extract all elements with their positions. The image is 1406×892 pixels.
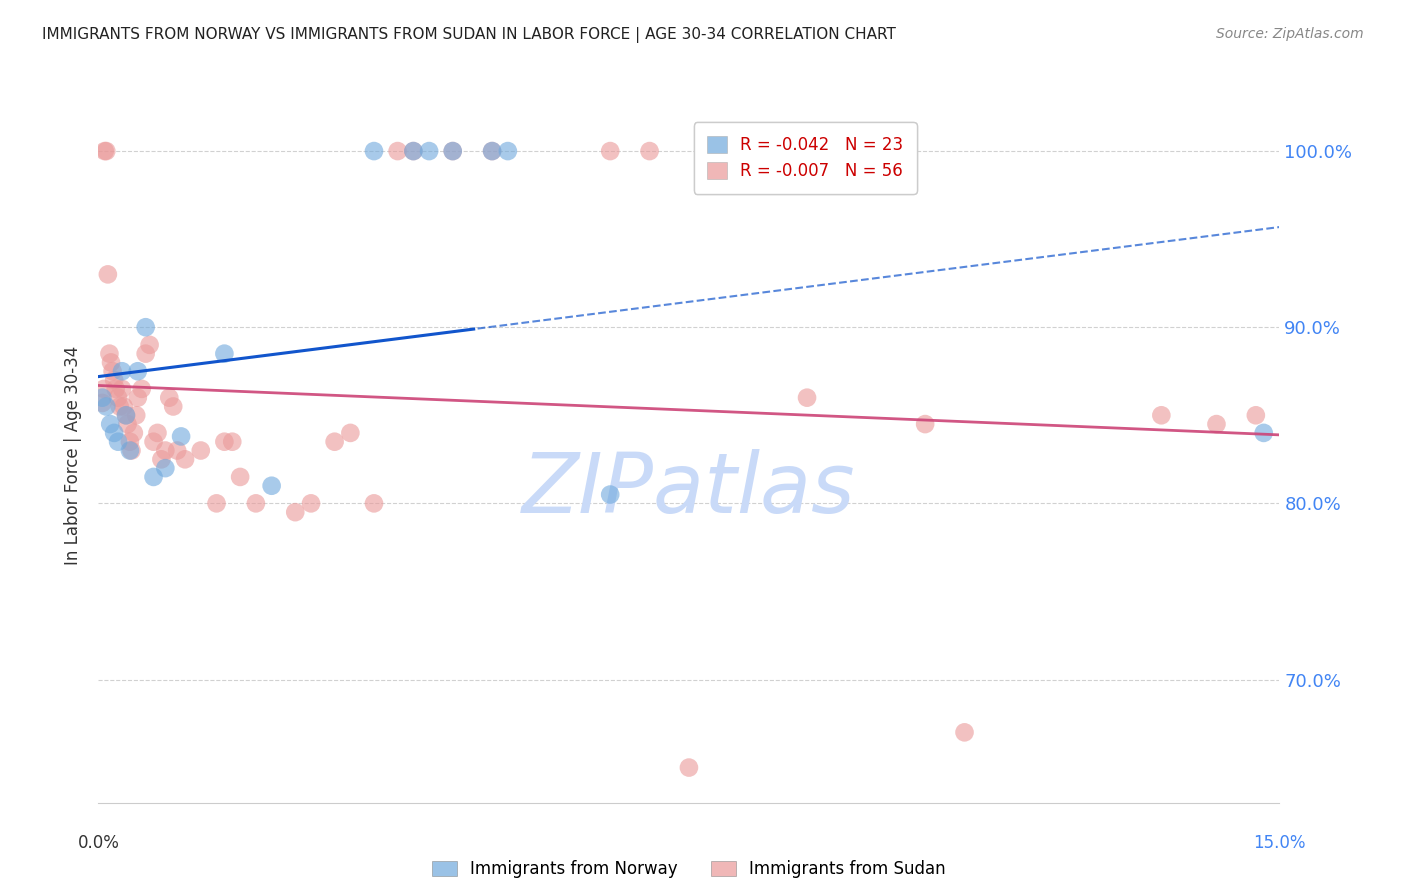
Point — [678, 761, 700, 775]
Point — [284, 505, 307, 519]
Point — [131, 382, 153, 396]
Point — [170, 429, 193, 443]
Point — [481, 144, 503, 158]
Point — [97, 268, 120, 282]
Point — [122, 425, 145, 440]
Point — [221, 434, 243, 449]
Point — [1244, 409, 1267, 423]
Point — [101, 364, 124, 378]
Point — [402, 144, 425, 158]
Point — [174, 452, 197, 467]
Point — [914, 417, 936, 431]
Point — [103, 373, 125, 387]
Point — [107, 391, 129, 405]
Point — [155, 461, 177, 475]
Point — [107, 434, 129, 449]
Point — [638, 144, 661, 158]
Point — [953, 725, 976, 739]
Point — [796, 391, 818, 405]
Text: 0.0%: 0.0% — [77, 834, 120, 852]
Point — [339, 425, 361, 440]
Point — [1205, 417, 1227, 431]
Point — [363, 144, 385, 158]
Point — [229, 470, 252, 484]
Point — [214, 434, 236, 449]
Point — [135, 320, 157, 334]
Text: 15.0%: 15.0% — [1253, 834, 1306, 852]
Point — [98, 346, 121, 360]
Point — [1253, 425, 1275, 440]
Point — [496, 144, 519, 158]
Point — [91, 391, 114, 405]
Point — [121, 443, 143, 458]
Point — [142, 434, 165, 449]
Text: IMMIGRANTS FROM NORWAY VS IMMIGRANTS FROM SUDAN IN LABOR FORCE | AGE 30-34 CORRE: IMMIGRANTS FROM NORWAY VS IMMIGRANTS FRO… — [42, 27, 896, 43]
Point — [115, 409, 138, 423]
Point — [190, 443, 212, 458]
Point — [111, 364, 134, 378]
Y-axis label: In Labor Force | Age 30-34: In Labor Force | Age 30-34 — [65, 345, 83, 565]
Point — [125, 409, 148, 423]
Point — [599, 144, 621, 158]
Point — [96, 144, 118, 158]
Point — [117, 417, 139, 431]
Point — [402, 144, 425, 158]
Point — [481, 144, 503, 158]
Point — [115, 409, 138, 423]
Point — [363, 496, 385, 510]
Point — [150, 452, 173, 467]
Point — [138, 338, 160, 352]
Point — [441, 144, 464, 158]
Point — [103, 425, 125, 440]
Point — [245, 496, 267, 510]
Point — [108, 400, 131, 414]
Point — [118, 443, 141, 458]
Legend: R = -0.042   N = 23, R = -0.007   N = 56: R = -0.042 N = 23, R = -0.007 N = 56 — [693, 122, 917, 194]
Point — [387, 144, 409, 158]
Point — [162, 400, 184, 414]
Point — [91, 396, 114, 410]
Point — [135, 346, 157, 360]
Point — [93, 382, 115, 396]
Point — [214, 346, 236, 360]
Point — [1150, 409, 1173, 423]
Point — [155, 443, 177, 458]
Point — [104, 382, 127, 396]
Text: ZIPatlas: ZIPatlas — [522, 450, 856, 530]
Point — [100, 355, 122, 369]
Point — [127, 391, 149, 405]
Point — [418, 144, 440, 158]
Point — [98, 417, 121, 431]
Point — [112, 400, 135, 414]
Point — [118, 434, 141, 449]
Point — [111, 382, 134, 396]
Point — [142, 470, 165, 484]
Point — [323, 434, 346, 449]
Point — [127, 364, 149, 378]
Point — [96, 400, 118, 414]
Point — [93, 144, 115, 158]
Point — [157, 391, 180, 405]
Point — [260, 479, 283, 493]
Text: Source: ZipAtlas.com: Source: ZipAtlas.com — [1216, 27, 1364, 41]
Point — [166, 443, 188, 458]
Point — [205, 496, 228, 510]
Point — [299, 496, 322, 510]
Point — [599, 487, 621, 501]
Point — [146, 425, 169, 440]
Point — [441, 144, 464, 158]
